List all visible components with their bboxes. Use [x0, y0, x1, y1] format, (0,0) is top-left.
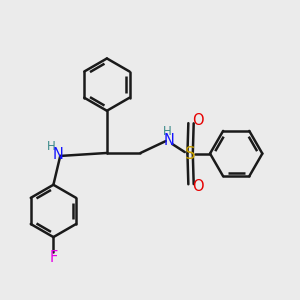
Text: H: H — [163, 125, 172, 138]
Text: S: S — [185, 145, 195, 163]
Text: N: N — [164, 133, 175, 148]
Text: O: O — [192, 113, 204, 128]
Text: F: F — [49, 250, 58, 265]
Text: N: N — [52, 147, 63, 162]
Text: H: H — [47, 140, 56, 153]
Text: O: O — [192, 179, 204, 194]
